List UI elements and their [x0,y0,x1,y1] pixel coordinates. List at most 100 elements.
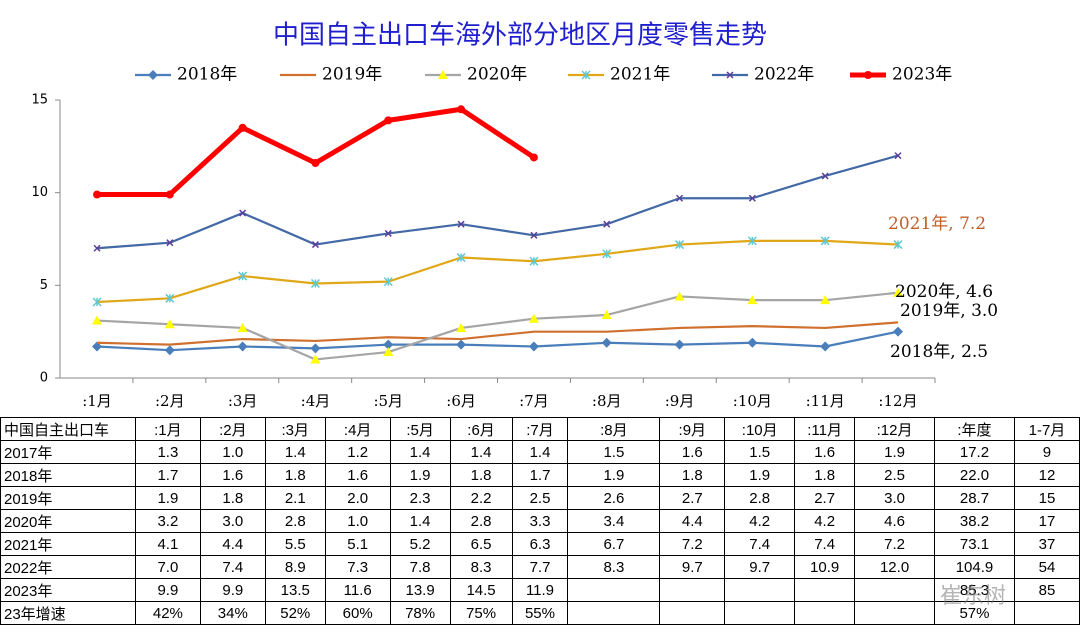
table-cell: 8.9 [264,555,326,579]
table-cell: :1月 [134,417,201,441]
table-cell: 85 [1013,578,1080,602]
table-cell: 2.5 [511,486,569,510]
table-cell: 12.0 [854,555,936,579]
marker [92,315,102,325]
table-cell: 1.3 [134,440,201,464]
table-cell: 中国自主出口车 [0,417,136,441]
marker [601,309,612,319]
table-cell: 1.9 [389,463,451,487]
table-cell: :9月 [659,417,726,441]
table-cell: 8.3 [449,555,513,579]
table-cell: 7.8 [389,555,451,579]
table-cell: 11.6 [324,578,391,602]
legend-label: 2023年 [892,65,952,85]
marker [674,291,685,301]
table-cell: 75% [449,601,513,625]
table-cell: 3.3 [511,509,569,533]
table-cell: 5.5 [264,532,326,556]
x-tick-label: :1月 [82,392,112,410]
table-row: 2023年 9.9 9.9 13.5 11.6 13.9 14.5 11.9 85.3 85 [0,578,1080,602]
table-cell: 4.2 [724,509,796,533]
marker [528,313,539,323]
marker [894,152,902,160]
table-cell: 1.8 [199,486,266,510]
table-cell: 4.1 [134,532,201,556]
series-line [96,321,899,346]
table-cell [854,578,936,602]
table-cell: :7月 [511,417,569,441]
table-cell: 15 [1013,486,1080,510]
marker [457,105,466,114]
marker [820,341,831,352]
table-cell: 9.9 [199,578,266,602]
marker [529,153,538,162]
marker [674,339,685,350]
marker [92,297,102,307]
marker [601,337,612,348]
x-tick-label: :6月 [446,392,476,410]
x-tick-label: :9月 [665,392,695,410]
marker [864,71,872,79]
series-line [97,106,536,198]
table-cell: :10月 [724,417,796,441]
table-cell: 14.5 [449,578,513,602]
table-cell: 9 [1013,440,1080,464]
marker [456,322,467,332]
marker [237,341,248,352]
table-cell: 1.6 [659,440,726,464]
table-cell: 1.7 [134,463,201,487]
table-cell: 1.8 [794,463,856,487]
marker [239,209,247,217]
table-cell: 3.4 [567,509,661,533]
y-tick-label: 0 [40,371,48,386]
table-cell: 37 [1013,532,1080,556]
legend-label: 2022年 [754,65,814,85]
table-cell: 1-7月 [1013,417,1080,441]
table-cell: 104.9 [934,555,1015,579]
table-cell: 1.8 [659,463,726,487]
table-cell: 6.5 [449,532,513,556]
table-cell: 1.9 [134,486,201,510]
marker [383,347,394,357]
table-cell: 22.0 [934,463,1015,487]
table-cell [659,601,726,625]
table-cell [794,578,856,602]
table-cell: :8月 [567,417,661,441]
table-cell: 3.2 [134,509,201,533]
table-cell: :3月 [264,417,326,441]
marker [310,354,321,364]
marker [726,71,734,79]
table-cell: 4.4 [199,532,266,556]
marker [602,249,612,259]
table-cell: 7.4 [199,555,266,579]
marker [164,319,175,329]
table-cell: 7.4 [794,532,856,556]
table-cell: :11月 [794,417,856,441]
table-cell: 2021年 [0,532,136,556]
table-cell: :4月 [324,417,391,441]
table-cell: 42% [134,601,201,625]
table-cell [854,601,936,625]
table-cell [724,578,796,602]
series-line [96,154,899,250]
marker [820,236,830,246]
table-cell: 9.7 [659,555,726,579]
data-label: 2020年, 4.6 [895,282,993,302]
marker [92,341,102,352]
series-line [96,330,899,352]
series-line [96,291,899,361]
table-row: 2020年 3.2 3.0 2.8 1.0 1.4 2.8 3.3 3.4 4.4 4.2 4.2 4.… [0,509,1080,533]
legend-label: 2018年 [177,65,237,85]
marker [675,240,685,250]
marker [93,190,101,199]
table-cell: 73.1 [934,532,1015,556]
marker [311,159,320,168]
table-cell: 1.8 [264,463,326,487]
marker [384,116,393,125]
table-cell: 7.2 [659,532,726,556]
table-row: 23年增速 42% 34% 52% 60% 78% 75% 55% 57% [0,601,1080,625]
table-cell: 1.8 [449,463,513,487]
legend-label: 2021年 [610,65,670,85]
table-cell [724,601,796,625]
marker [383,339,394,350]
